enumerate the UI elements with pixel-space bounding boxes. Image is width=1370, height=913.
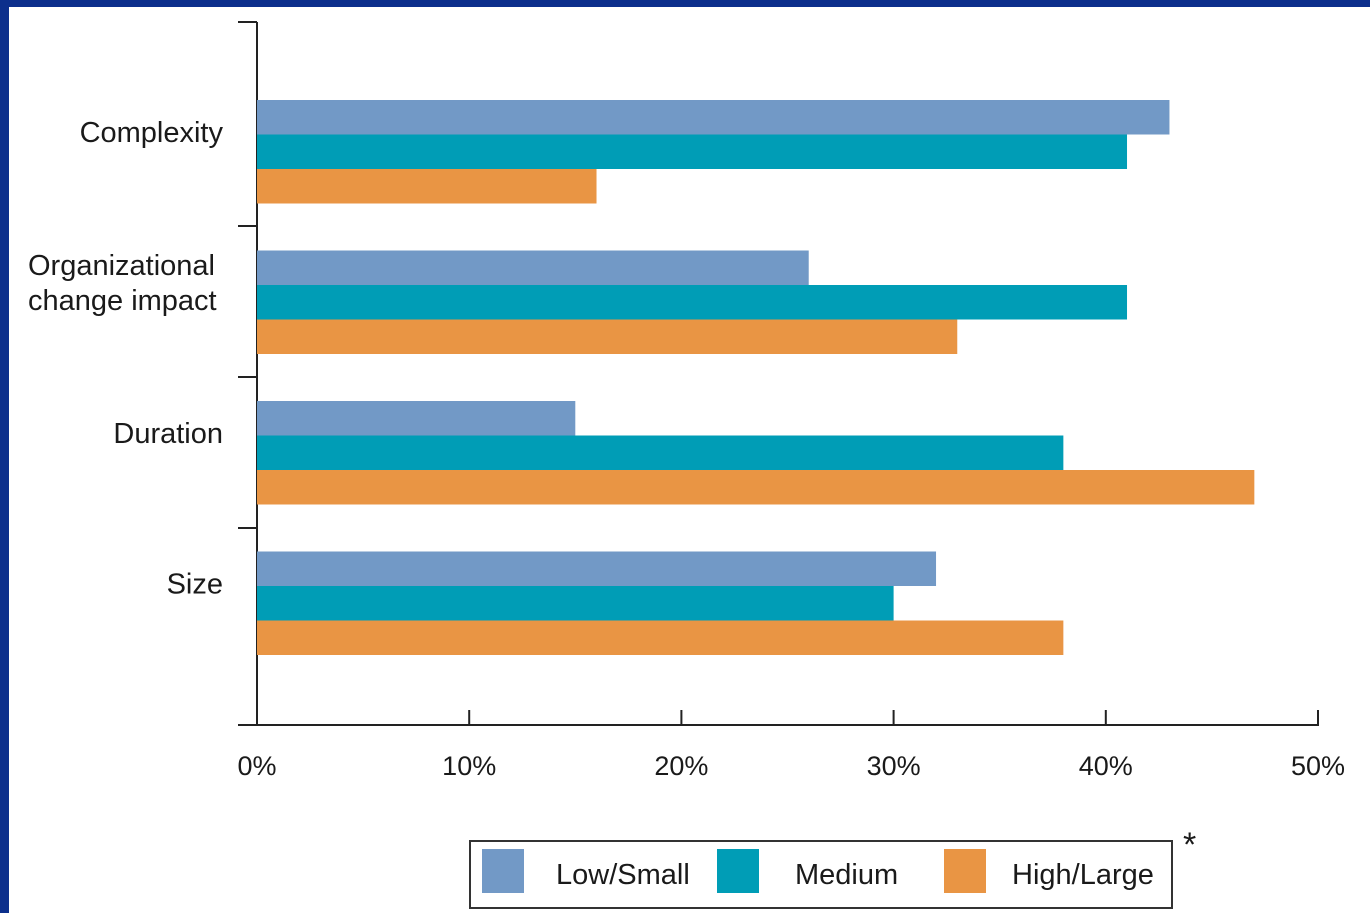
bar-medium-0 <box>257 134 1128 169</box>
x-tick-label: 50% <box>1291 751 1345 781</box>
x-tick-label: 40% <box>1079 751 1133 781</box>
slide-canvas: 0% 10% 20% 30% 40% 50% Complexity Organizationa… <box>9 7 1370 913</box>
bar-medium-1 <box>257 285 1128 320</box>
legend-box <box>469 840 1173 909</box>
bar-low-small-1 <box>257 250 809 285</box>
x-tick-label: 0% <box>237 751 276 781</box>
bar-high-large-0 <box>257 169 597 204</box>
bar-medium-3 <box>257 586 894 621</box>
bar-high-large-1 <box>257 319 958 354</box>
legend-swatch-medium <box>717 849 759 893</box>
bar-low-small-3 <box>257 551 937 586</box>
x-tick-label: 10% <box>442 751 496 781</box>
category-label: Organizational <box>28 250 215 282</box>
category-label: change impact <box>28 285 217 317</box>
bar-high-large-3 <box>257 620 1064 655</box>
category-label: Duration <box>113 418 223 450</box>
bar-chart: 0% 10% 20% 30% 40% 50% Complexity Organizationa… <box>28 21 1345 909</box>
category-label: Complexity <box>80 117 224 149</box>
legend-label: Low/Small <box>556 859 690 891</box>
legend-swatch-low-small <box>482 849 524 893</box>
x-tick-label: 20% <box>654 751 708 781</box>
bar-medium-2 <box>257 435 1064 470</box>
bar-low-small-2 <box>257 401 576 436</box>
legend-label: Medium <box>795 859 898 891</box>
x-tick-label: 30% <box>867 751 921 781</box>
category-label: Size <box>167 568 223 600</box>
legend-label: High/Large <box>1012 859 1154 891</box>
legend-swatch-high-large <box>944 849 986 893</box>
bar-low-small-0 <box>257 100 1170 135</box>
bar-high-large-2 <box>257 470 1255 505</box>
footnote-marker: * <box>1183 826 1196 864</box>
